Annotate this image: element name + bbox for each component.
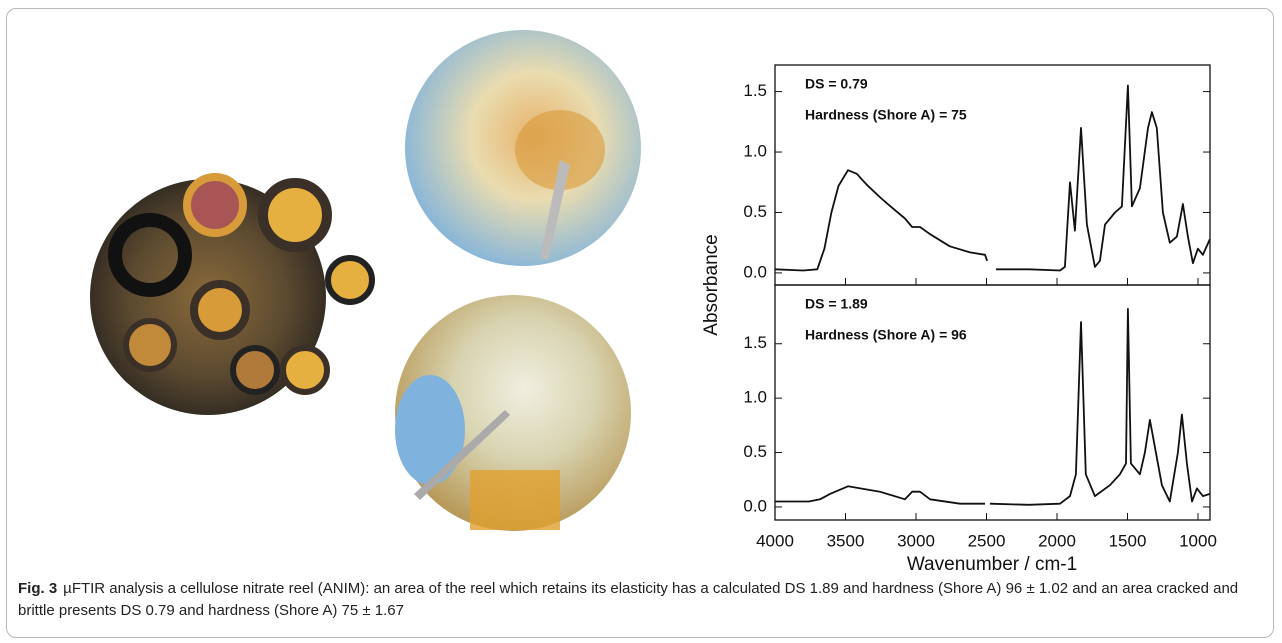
y-tick-label: 1.5	[743, 333, 767, 352]
plot-frame	[774, 64, 1211, 286]
caption-label: Fig. 3	[18, 580, 58, 597]
y-tick-label: 0.0	[743, 262, 767, 281]
caption-text: µFTIR analysis a cellulose nitrate reel …	[18, 580, 1239, 619]
x-tick-label: 2500	[968, 531, 1006, 550]
x-tick-label: 3000	[897, 531, 935, 550]
annotation: DS = 1.89	[805, 296, 868, 312]
y-tick-label: 0.5	[743, 442, 767, 461]
caption: Fig. 3 µFTIR analysis a cellulose nitrate…	[18, 578, 1268, 622]
plot-frame	[774, 284, 1211, 521]
figure-frame	[6, 8, 1274, 638]
x-tick-label: 1000	[1179, 531, 1217, 550]
x-tick-label: 1500	[1109, 531, 1147, 550]
y-tick-label: 1.0	[743, 142, 767, 161]
annotation: Hardness (Shore A) = 75	[805, 107, 967, 123]
photo-brittle-area	[395, 295, 631, 531]
x-tick-label: 3500	[827, 531, 865, 550]
x-tick-label: 2000	[1038, 531, 1076, 550]
x-axis-title: Wavenumber / cm-1	[907, 554, 1077, 575]
spectrum-line	[774, 84, 1211, 272]
photo-elastic-area	[405, 30, 641, 266]
y-tick-label: 0.0	[743, 496, 767, 515]
y-tick-label: 0.5	[743, 202, 767, 221]
annotation: DS = 0.79	[805, 76, 868, 92]
y-tick-label: 1.0	[743, 388, 767, 407]
x-tick-label: 4000	[756, 531, 794, 550]
y-tick-label: 1.5	[743, 81, 767, 100]
photo-reels	[90, 173, 375, 415]
annotation: Hardness (Shore A) = 96	[805, 327, 967, 343]
y-axis-title: Absorbance	[701, 234, 722, 335]
spectrum-line	[775, 308, 1211, 506]
